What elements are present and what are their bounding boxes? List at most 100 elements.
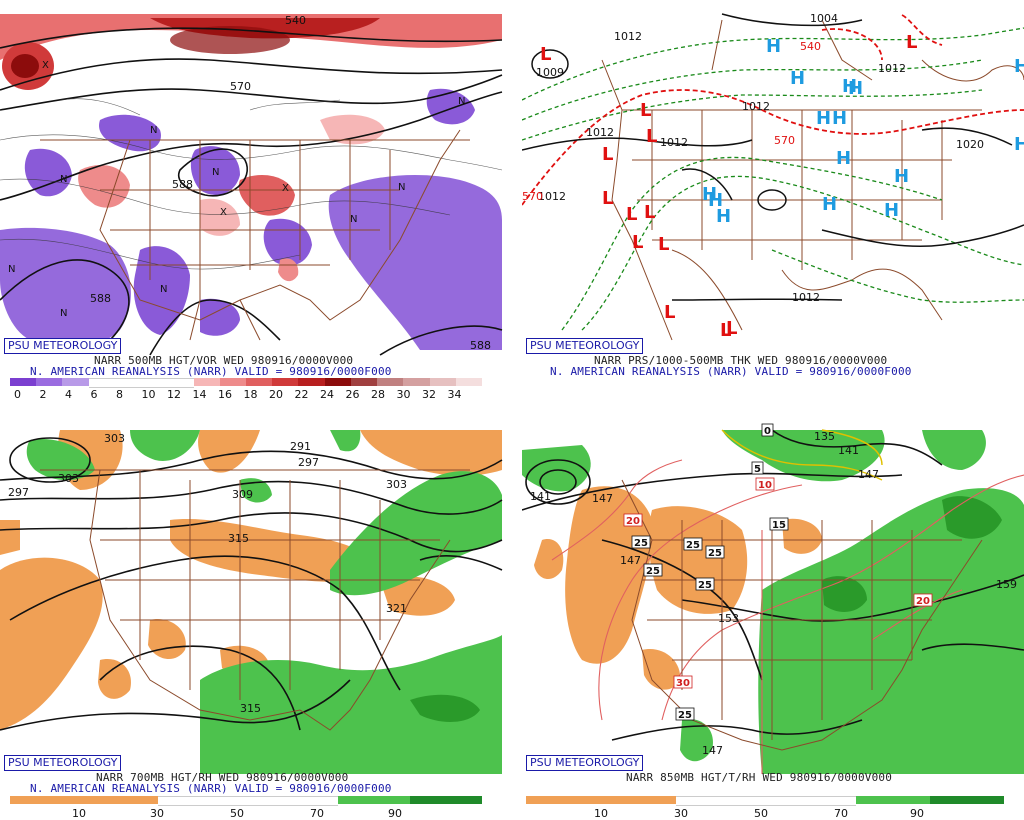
colorbar-rh — [10, 796, 482, 806]
colorbar-tick: 12 — [167, 388, 181, 401]
colorbar-swatch — [455, 378, 482, 386]
low-pressure-marker: L — [540, 44, 551, 65]
svg-text:N: N — [212, 167, 219, 178]
high-pressure-marker: H — [822, 194, 837, 215]
colorbar-tick: 90 — [388, 807, 402, 820]
temperature-label: 25 — [634, 538, 648, 549]
thickness-label: 540 — [800, 40, 821, 53]
temperature-label: 25 — [698, 580, 712, 591]
high-pressure-marker: H — [708, 190, 723, 211]
temperature-label-box — [683, 537, 703, 551]
svg-text:N: N — [458, 96, 465, 107]
colorbar-tick: 6 — [90, 388, 98, 401]
isobar-label: 1012 — [878, 62, 906, 75]
low-pressure-marker: L — [626, 204, 637, 225]
isobar-label: 1012 — [792, 291, 820, 304]
temperature-label: 20 — [916, 596, 930, 607]
contour-label: 588 — [90, 292, 111, 305]
svg-text:X: X — [42, 60, 49, 71]
temperature-label-box — [675, 707, 695, 721]
caption-line2: N. AMERICAN REANALYSIS (NARR) VALID = 98… — [30, 365, 392, 378]
isobar-label: 1004 — [810, 12, 838, 25]
high-pressure-marker: H — [836, 148, 851, 169]
temperature-label: 15 — [772, 520, 786, 531]
temperature-label-box — [755, 477, 775, 491]
low-pressure-marker: L — [640, 100, 651, 121]
temperature-label-box — [769, 517, 789, 531]
panel-500mb-vorticity: 540 570 588 588 588 N N N N N N N N N X X X PSU … — [0, 0, 504, 402]
caption-line1: NARR 700MB HGT/RH WED 980916/0000V000 — [96, 771, 349, 784]
stamp-psu-meteorology: PSU METEOROLOGY — [526, 755, 644, 771]
colorbar-tick: 50 — [230, 807, 244, 820]
isobar-label: 1012 — [614, 30, 642, 43]
temperature-label: 5 — [754, 464, 761, 475]
contour-label: 135 — [814, 430, 835, 443]
colorbar-swatch — [403, 378, 430, 386]
map-500mb: 540 570 588 588 588 N N N N N N N N N X X X — [0, 14, 503, 356]
temperature-label-box — [695, 577, 715, 591]
stamp-psu-meteorology: PSU METEOROLOGY — [4, 755, 122, 771]
temperature-label-box — [623, 513, 643, 527]
low-pressure-marker: L — [658, 234, 669, 255]
colorbar-swatch — [167, 378, 194, 388]
colorbar-swatch — [114, 378, 142, 388]
colorbar-tick: 22 — [294, 388, 309, 401]
colorbar-vorticity — [10, 378, 482, 388]
colorbar-tick: 30 — [674, 807, 688, 820]
high-pressure-marker: H — [716, 206, 731, 227]
contour-label: 153 — [718, 612, 739, 625]
high-pressure-marker: H — [848, 78, 863, 99]
colorbar-tick: 28 — [371, 388, 385, 401]
svg-text:X: X — [282, 183, 289, 194]
colorbar-tick: 32 — [422, 388, 436, 401]
colorbar-tick: 30 — [150, 807, 164, 820]
temperature-label: 25 — [708, 548, 722, 559]
stamp-psu-meteorology: PSU METEOROLOGY — [4, 338, 122, 354]
low-pressure-marker: L — [646, 126, 657, 147]
colorbar-swatch — [141, 378, 168, 388]
temperature-label-box — [751, 461, 764, 475]
low-pressure-marker: L — [664, 302, 675, 323]
map-850mb: 141 147 147 135 141 147 153 147 159 5 10 1… — [522, 423, 1024, 774]
svg-text:N: N — [8, 264, 15, 275]
temperature-label-box — [913, 593, 933, 607]
contour-label: 147 — [858, 468, 879, 481]
high-pressure-marker: H — [702, 184, 717, 205]
colorbar-tick: 4 — [65, 388, 72, 401]
colorbar-tick: 20 — [269, 388, 283, 401]
colorbar-swatch — [219, 378, 246, 386]
temperature-label-box — [643, 563, 663, 577]
caption-line1: NARR PRS/1000-500MB THK WED 980916/0000V… — [594, 354, 888, 367]
colorbar-swatch — [36, 378, 63, 386]
temperature-label: 25 — [686, 540, 700, 551]
low-pressure-marker: L — [720, 320, 731, 341]
isobar-label: 1012 — [742, 100, 770, 113]
colorbar-rh — [526, 796, 1004, 806]
colorbar-tick: 18 — [243, 388, 258, 401]
svg-text:N: N — [150, 125, 157, 136]
contour-label: 540 — [285, 14, 306, 27]
contour-label: 159 — [996, 578, 1017, 591]
temperature-label: 30 — [676, 678, 690, 689]
contour-label: 297 — [8, 486, 29, 499]
isobar-label: 1012 — [586, 126, 614, 139]
svg-text:N: N — [60, 174, 67, 185]
high-pressure-marker: H — [790, 68, 805, 89]
colorbar-swatch — [62, 378, 89, 386]
high-pressure-marker: H — [894, 166, 909, 187]
contour-label: 147 — [592, 492, 613, 505]
contour-label: 321 — [386, 602, 407, 615]
colorbar-swatch — [324, 378, 351, 386]
panel-700mb-rh: 303 297 303 291 297 309 303 315 321 315 … — [0, 420, 504, 820]
colorbar-swatch — [10, 378, 37, 386]
svg-text:N: N — [398, 182, 405, 193]
colorbar-tick: 70 — [310, 807, 324, 820]
svg-text:N: N — [350, 214, 357, 225]
low-pressure-marker: L — [906, 32, 917, 53]
high-pressure-marker: H — [816, 108, 831, 129]
temperature-label-box — [705, 545, 725, 559]
low-pressure-marker: L — [644, 202, 655, 223]
contour-label: 141 — [530, 490, 551, 503]
low-pressure-marker: L — [632, 232, 643, 253]
high-pressure-marker: H — [1014, 56, 1024, 77]
